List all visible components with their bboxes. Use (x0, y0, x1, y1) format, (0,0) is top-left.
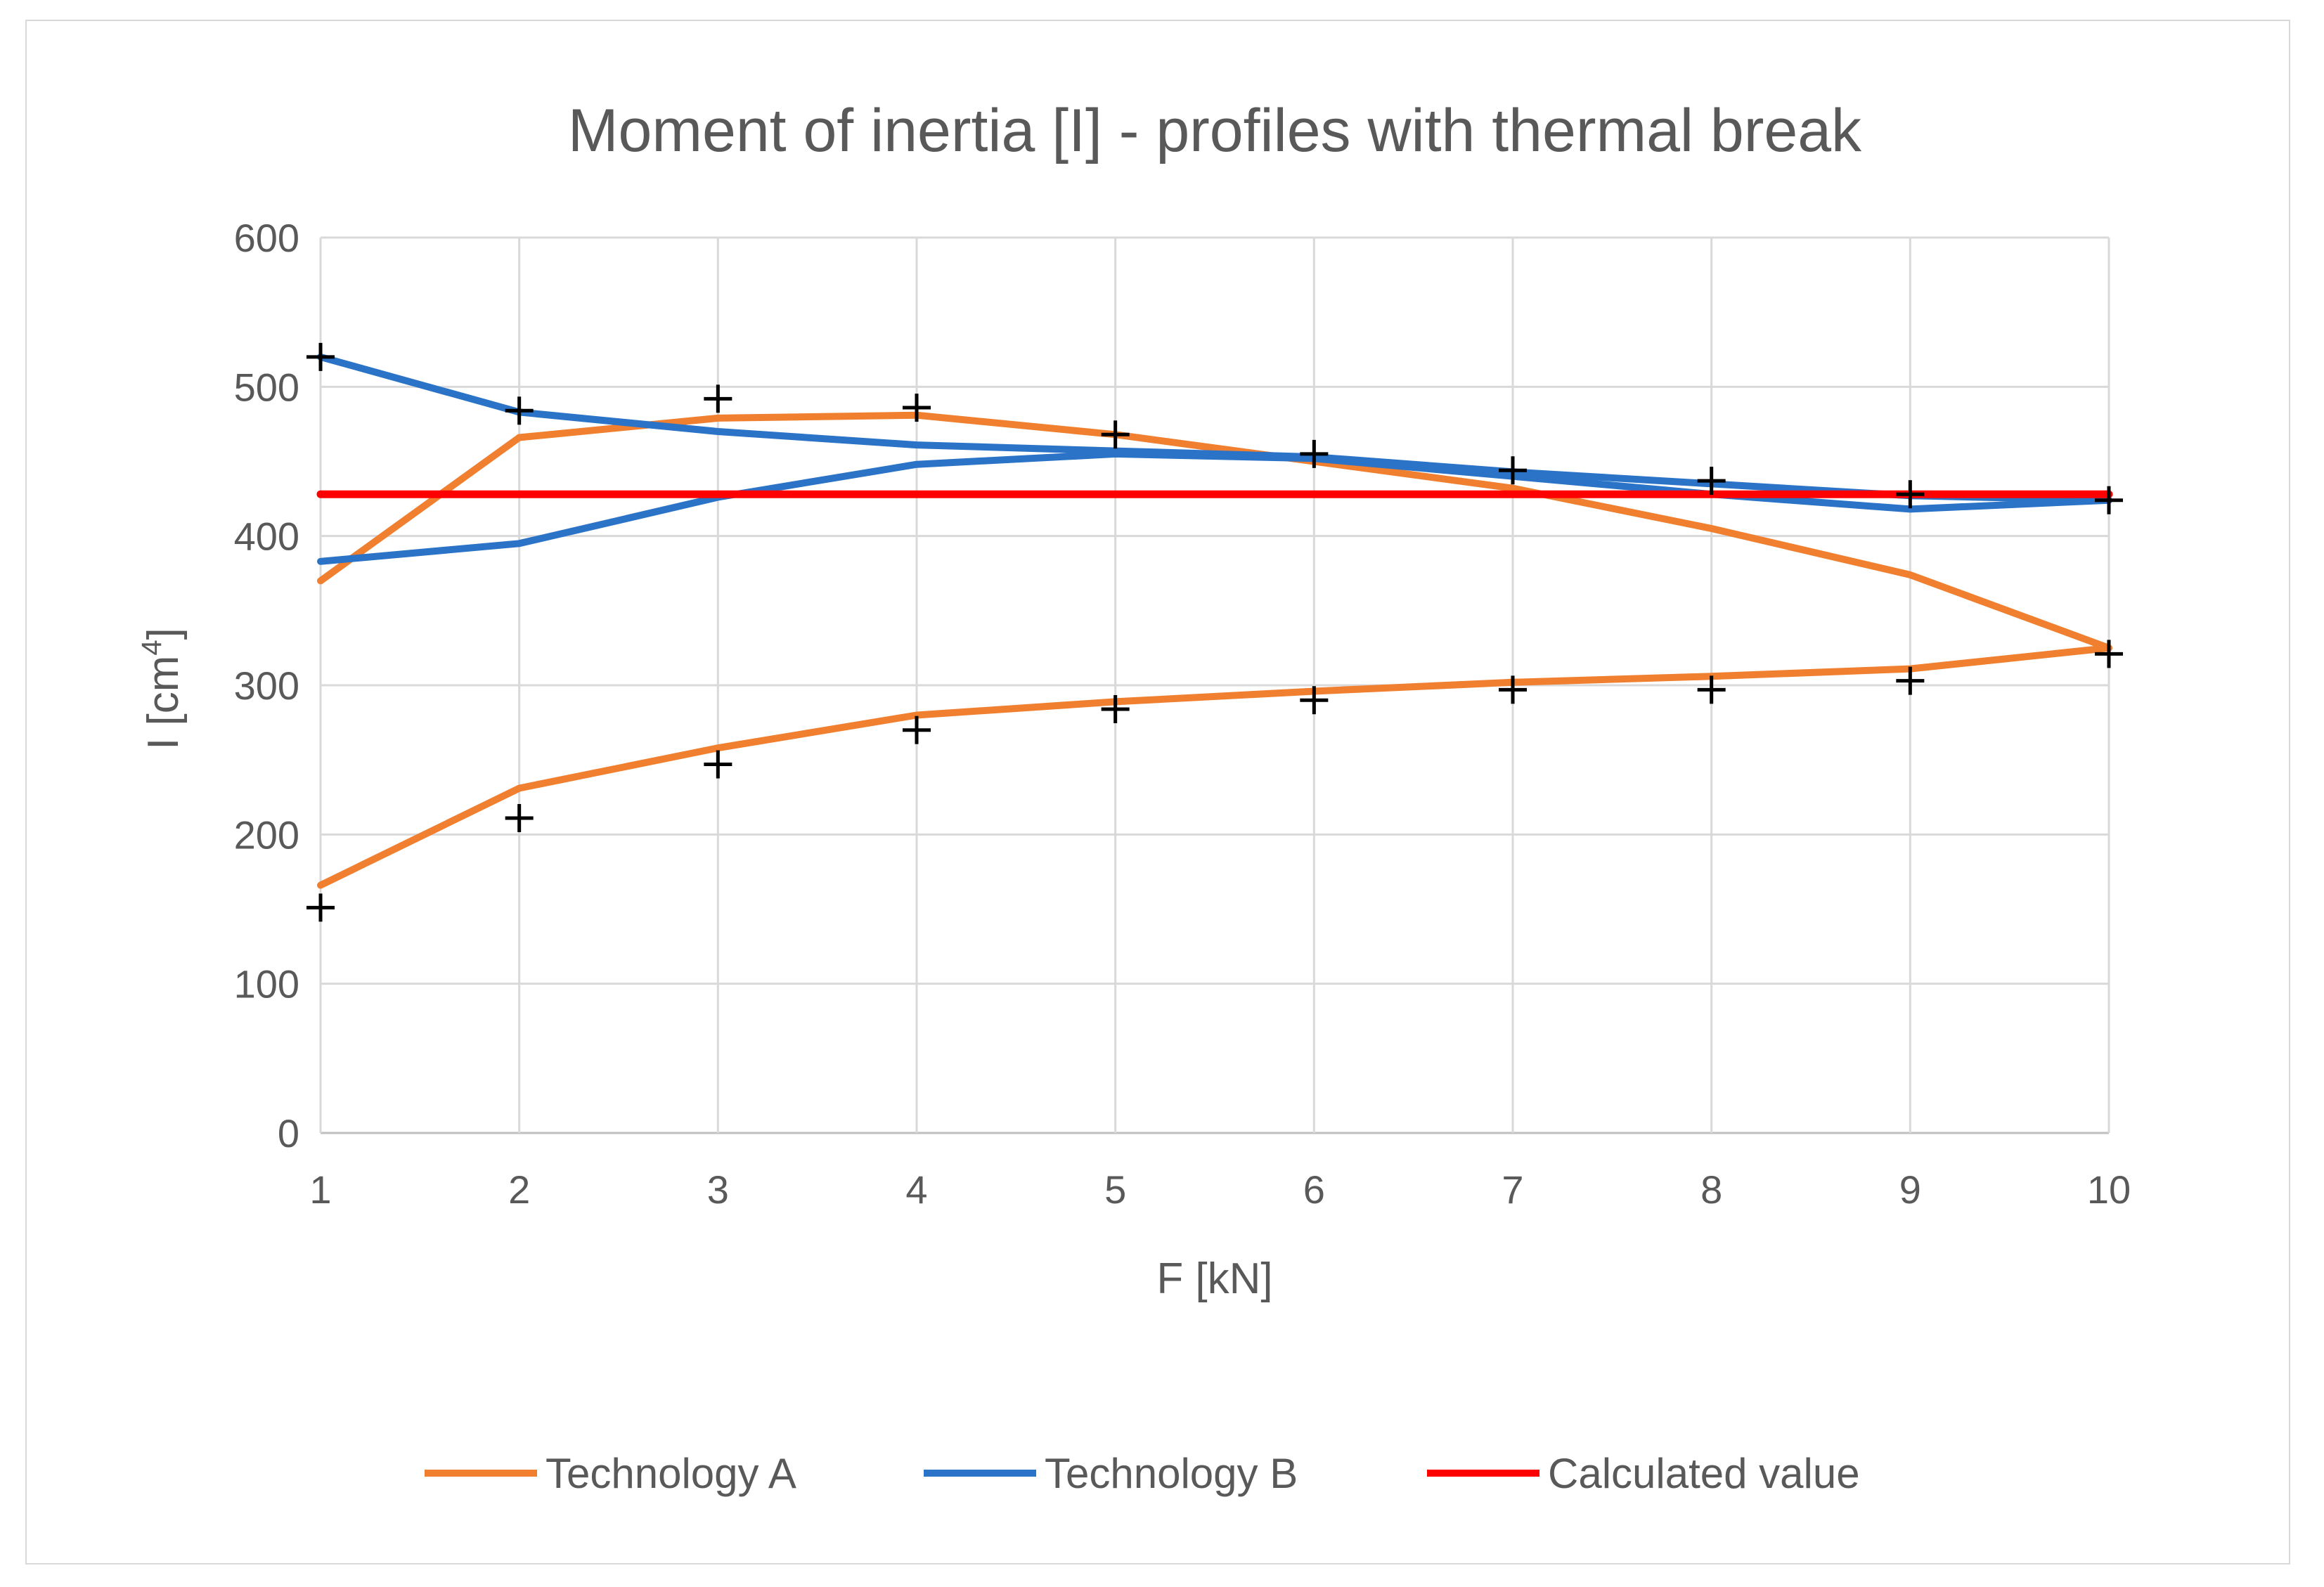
y-tick-label: 200 (234, 812, 299, 857)
x-tick-label: 9 (1899, 1167, 1921, 1212)
marker-lower (1499, 675, 1527, 704)
y-tick-label: 300 (234, 663, 299, 708)
y-axis-label-close: ] (139, 628, 188, 640)
y-axis-ticks: 0 100 200 300 400 500 600 (234, 216, 299, 1155)
legend-label: Calculated value (1548, 1450, 1860, 1497)
marker-upper (704, 384, 732, 413)
legend: Technology A Technology B Calculated value (425, 1450, 1860, 1497)
marker-upper (903, 394, 931, 422)
data-markers (306, 342, 2123, 922)
x-tick-label: 7 (1502, 1167, 1523, 1212)
marker-upper (1300, 439, 1329, 468)
marker-lower (2095, 640, 2123, 668)
chart-frame: Moment of inertia [I] - profiles with th… (25, 20, 2290, 1565)
marker-lower (1896, 666, 1925, 695)
x-tick-label: 6 (1303, 1167, 1325, 1212)
marker-upper (1499, 456, 1527, 485)
line-chart: Moment of inertia [I] - profiles with th… (136, 97, 2131, 1497)
marker-lower (306, 893, 335, 922)
y-tick-label: 600 (234, 216, 299, 260)
x-tick-label: 8 (1700, 1167, 1722, 1212)
series-lines (316, 353, 2113, 889)
y-tick-label: 100 (234, 962, 299, 1006)
x-tick-label: 10 (2087, 1167, 2131, 1212)
marker-lower (1101, 694, 1130, 723)
marker-upper (1896, 480, 1925, 509)
marker-upper (1101, 420, 1130, 449)
y-axis-label-base: I [cm (139, 656, 188, 750)
y-tick-label: 400 (234, 514, 299, 559)
x-axis-label: F [kN] (1156, 1255, 1272, 1303)
x-tick-label: 1 (309, 1167, 331, 1212)
x-tick-label: 3 (707, 1167, 729, 1212)
marker-lower (1300, 686, 1329, 715)
marker-upper (1697, 467, 1726, 495)
x-axis-ticks: 1 2 3 4 5 6 7 8 9 10 (309, 1167, 2131, 1212)
series-line-1 (317, 644, 2112, 889)
marker-lower (704, 750, 732, 779)
marker-lower (1697, 675, 1726, 704)
x-tick-label: 4 (905, 1167, 927, 1212)
legend-label: Technology B (1045, 1450, 1298, 1497)
x-tick-label: 2 (508, 1167, 530, 1212)
y-axis-label-superscript: 4 (136, 640, 167, 655)
marker-lower (505, 803, 534, 832)
chart-title: Moment of inertia [I] - profiles with th… (568, 97, 1862, 164)
y-tick-label: 500 (234, 365, 299, 409)
x-tick-label: 5 (1104, 1167, 1126, 1212)
y-tick-label: 0 (278, 1111, 299, 1155)
marker-upper (2095, 486, 2123, 514)
marker-lower (903, 715, 931, 744)
marker-upper (505, 396, 534, 425)
y-axis-label: I [cm4] (136, 628, 188, 750)
gridlines (319, 236, 2110, 1134)
marker-upper (306, 342, 335, 371)
legend-label: Technology A (546, 1450, 796, 1497)
series-line-0 (317, 411, 2112, 652)
series-line-3 (317, 450, 2112, 565)
